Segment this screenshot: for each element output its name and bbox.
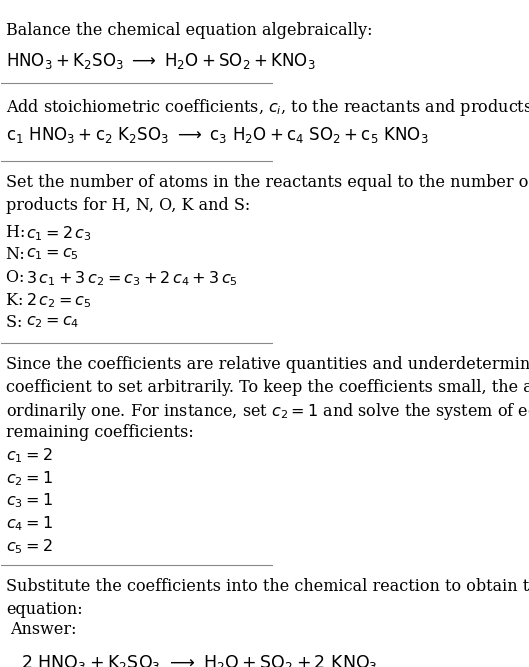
Text: ordinarily one. For instance, set $c_2 = 1$ and solve the system of equations fo: ordinarily one. For instance, set $c_2 =… — [6, 401, 529, 422]
FancyBboxPatch shape — [2, 604, 176, 667]
Text: $\mathrm{2\ HNO_3 + K_2SO_3 \ \longrightarrow \ H_2O + SO_2 + 2\ KNO_3}$: $\mathrm{2\ HNO_3 + K_2SO_3 \ \longright… — [21, 654, 378, 667]
Text: $2\,c_2 = c_5$: $2\,c_2 = c_5$ — [26, 291, 92, 310]
Text: Substitute the coefficients into the chemical reaction to obtain the balanced: Substitute the coefficients into the che… — [6, 578, 529, 596]
Text: $\mathrm{c_1 \ HNO_3 + c_2 \ K_2SO_3 \ \longrightarrow \ c_3 \ H_2O + c_4 \ SO_2: $\mathrm{c_1 \ HNO_3 + c_2 \ K_2SO_3 \ \… — [6, 125, 429, 145]
Text: $c_1 = 2$: $c_1 = 2$ — [6, 446, 53, 465]
Text: $c_3 = 1$: $c_3 = 1$ — [6, 492, 53, 510]
Text: Set the number of atoms in the reactants equal to the number of atoms in the: Set the number of atoms in the reactants… — [6, 174, 529, 191]
Text: products for H, N, O, K and S:: products for H, N, O, K and S: — [6, 197, 251, 213]
Text: $c_4 = 1$: $c_4 = 1$ — [6, 514, 53, 533]
Text: $3\,c_1 + 3\,c_2 = c_3 + 2\,c_4 + 3\,c_5$: $3\,c_1 + 3\,c_2 = c_3 + 2\,c_4 + 3\,c_5… — [26, 269, 238, 287]
Text: remaining coefficients:: remaining coefficients: — [6, 424, 194, 441]
Text: Since the coefficients are relative quantities and underdetermined, choose a: Since the coefficients are relative quan… — [6, 356, 529, 373]
Text: S:: S: — [6, 314, 28, 331]
Text: coefficient to set arbitrarily. To keep the coefficients small, the arbitrary va: coefficient to set arbitrarily. To keep … — [6, 379, 529, 396]
Text: K:: K: — [6, 291, 29, 309]
Text: Answer:: Answer: — [10, 621, 77, 638]
Text: O:: O: — [6, 269, 30, 286]
Text: H:: H: — [6, 224, 31, 241]
Text: Add stoichiometric coefficients, $c_i$, to the reactants and products:: Add stoichiometric coefficients, $c_i$, … — [6, 97, 529, 117]
Text: equation:: equation: — [6, 601, 83, 618]
Text: N:: N: — [6, 247, 30, 263]
Text: $\mathrm{HNO_3 + K_2SO_3 \ \longrightarrow \ H_2O + SO_2 + KNO_3}$: $\mathrm{HNO_3 + K_2SO_3 \ \longrightarr… — [6, 51, 316, 71]
Text: $c_5 = 2$: $c_5 = 2$ — [6, 537, 53, 556]
Text: $c_1 = 2\,c_3$: $c_1 = 2\,c_3$ — [26, 224, 92, 243]
Text: $c_2 = 1$: $c_2 = 1$ — [6, 469, 53, 488]
Text: Balance the chemical equation algebraically:: Balance the chemical equation algebraica… — [6, 22, 373, 39]
Text: $c_1 = c_5$: $c_1 = c_5$ — [26, 247, 79, 262]
Text: $c_2 = c_4$: $c_2 = c_4$ — [26, 314, 79, 330]
